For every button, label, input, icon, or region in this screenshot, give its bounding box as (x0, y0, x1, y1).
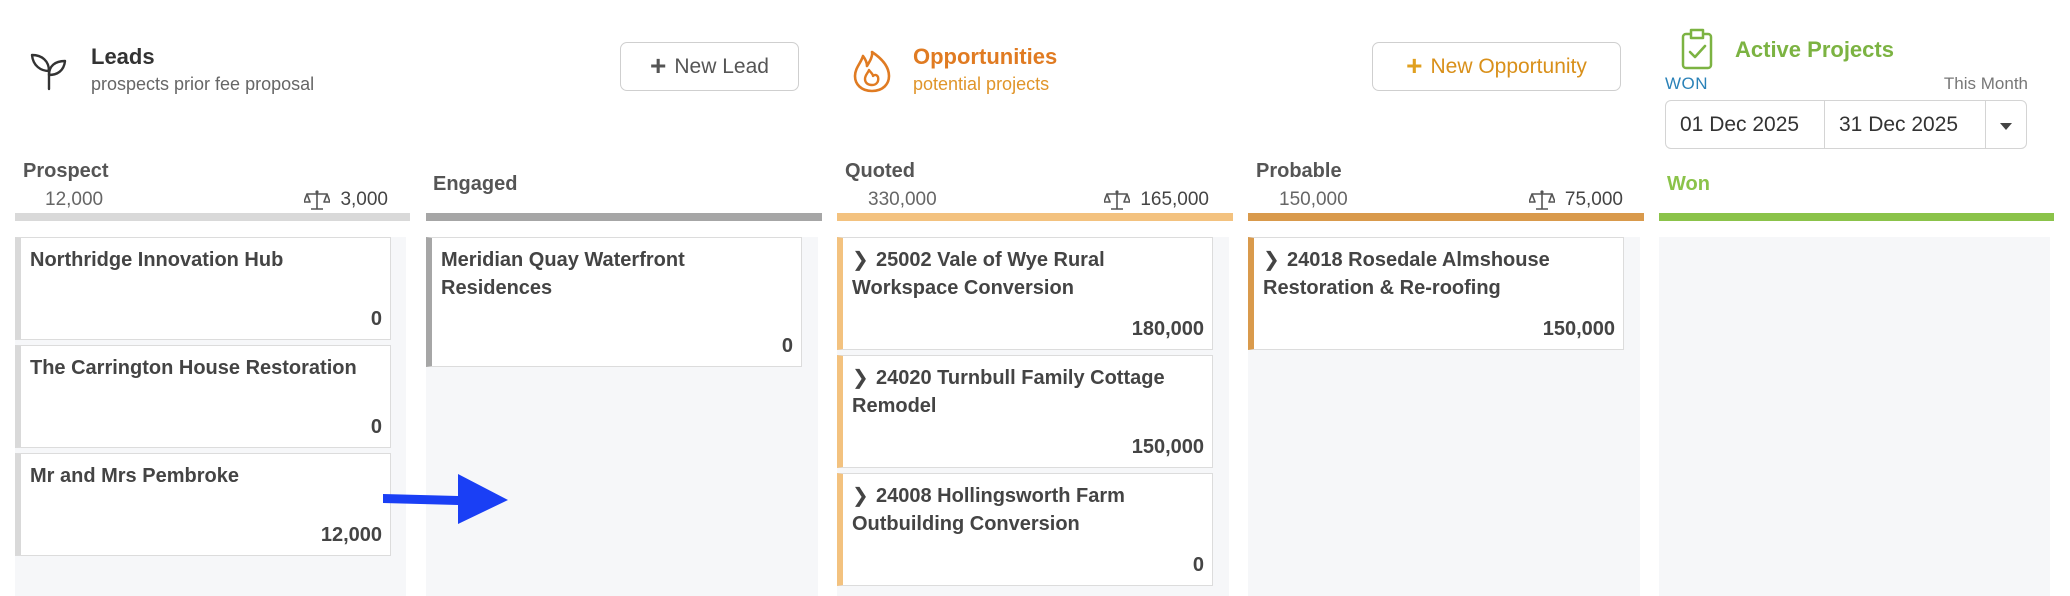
sprout-icon (30, 53, 67, 91)
card-value: 150,000 (1131, 436, 1204, 458)
card-title-text: 25002 Vale of Wye Rural Workspace Conver… (852, 249, 1105, 299)
won-label: WON (1665, 74, 1709, 93)
column-body (1659, 237, 2050, 596)
card-title-text: 24018 Rosedale Almshouse Restoration & R… (1263, 249, 1550, 299)
column-weighted: 165,000 (1104, 189, 1209, 211)
column-bar (1248, 213, 1644, 221)
leads-title: Leads (91, 44, 155, 69)
card-title: Meridian Quay Waterfront Residences (441, 249, 685, 299)
scales-icon (1104, 190, 1131, 210)
column-bar (1659, 213, 2054, 221)
opportunities-subtitle: potential projects (913, 74, 1050, 94)
lead-card[interactable]: Northridge Innovation Hub 0 (15, 237, 391, 340)
column-total: 150,000 (1279, 189, 1348, 210)
chevron-right-icon[interactable]: ❯ (852, 249, 869, 271)
column-weighted: 3,000 (304, 189, 388, 211)
column-title: Won (1667, 173, 1710, 195)
date-from-field[interactable]: 01 Dec 2025 (1666, 101, 1825, 148)
card-title-text: 24008 Hollingsworth Farm Outbuilding Con… (852, 485, 1125, 535)
column-bar (837, 213, 1233, 221)
new-lead-label: New Lead (674, 54, 769, 78)
card-title: ❯ 25002 Vale of Wye Rural Workspace Conve… (852, 246, 1200, 302)
new-opportunity-label: New Opportunity (1430, 54, 1587, 78)
card-title: ❯ 24018 Rosedale Almshouse Restoration & … (1263, 246, 1611, 302)
date-range-picker: 01 Dec 2025 31 Dec 2025 (1665, 100, 2027, 149)
card-value: 0 (370, 308, 382, 330)
column-bar (426, 213, 822, 221)
clipboard-check-icon (1681, 28, 1713, 70)
card-value: 0 (1192, 554, 1204, 576)
date-to-field[interactable]: 31 Dec 2025 (1825, 101, 1986, 148)
column-total: 12,000 (45, 189, 104, 210)
lead-card[interactable]: Mr and Mrs Pembroke 12,000 (15, 453, 391, 556)
card-title: Mr and Mrs Pembroke (30, 465, 239, 487)
column-title: Quoted (845, 160, 915, 182)
column-weighted: 75,000 (1528, 189, 1623, 211)
opportunity-card[interactable]: ❯ 25002 Vale of Wye Rural Workspace Conve… (837, 237, 1213, 350)
chevron-right-icon[interactable]: ❯ (1263, 249, 1280, 271)
chevron-right-icon[interactable]: ❯ (852, 367, 869, 389)
card-value: 0 (370, 416, 382, 438)
period-dropdown-button[interactable] (1986, 101, 2026, 148)
flame-icon (853, 50, 891, 93)
card-value: 0 (781, 335, 793, 357)
plus-icon: + (650, 49, 667, 81)
opportunity-card[interactable]: ❯ 24020 Turnbull Family Cottage Remodel 1… (837, 355, 1213, 468)
active-projects-title: Active Projects (1735, 37, 1894, 62)
weighted-value: 75,000 (1564, 189, 1623, 210)
drag-arrow-icon (383, 474, 508, 524)
chevron-right-icon[interactable]: ❯ (852, 485, 869, 507)
period-label: This Month (1943, 74, 2028, 93)
column-title: Prospect (23, 160, 109, 182)
leads-subtitle: prospects prior fee proposal (91, 74, 315, 94)
plus-icon: + (1406, 49, 1423, 81)
opportunity-card[interactable]: ❯ 24008 Hollingsworth Farm Outbuilding Co… (837, 473, 1213, 586)
card-title: ❯ 24008 Hollingsworth Farm Outbuilding Co… (852, 482, 1200, 538)
column-title: Engaged (433, 173, 518, 195)
new-lead-button[interactable]: + New Lead (620, 42, 799, 91)
new-opportunity-button[interactable]: + New Opportunity (1372, 42, 1621, 91)
scales-icon (304, 190, 331, 210)
lead-card[interactable]: Meridian Quay Waterfront Residences 0 (426, 237, 802, 367)
opportunity-card[interactable]: ❯ 24018 Rosedale Almshouse Restoration & … (1248, 237, 1624, 350)
card-value: 180,000 (1131, 318, 1204, 340)
weighted-value: 165,000 (1140, 189, 1209, 210)
column-total: 330,000 (868, 189, 937, 210)
card-value: 150,000 (1542, 318, 1615, 340)
opportunities-title: Opportunities (913, 44, 1058, 69)
column-title: Probable (1256, 160, 1342, 182)
card-title: The Carrington House Restoration (30, 357, 357, 379)
column-bar (15, 213, 410, 221)
lead-card[interactable]: The Carrington House Restoration 0 (15, 345, 391, 448)
weighted-value: 3,000 (340, 189, 388, 210)
scales-icon (1528, 190, 1555, 210)
card-title-text: 24020 Turnbull Family Cottage Remodel (852, 367, 1165, 417)
card-title: Northridge Innovation Hub (30, 249, 284, 271)
caret-down-icon (2000, 122, 2012, 130)
card-value: 12,000 (320, 524, 382, 546)
card-title: ❯ 24020 Turnbull Family Cottage Remodel (852, 364, 1200, 420)
